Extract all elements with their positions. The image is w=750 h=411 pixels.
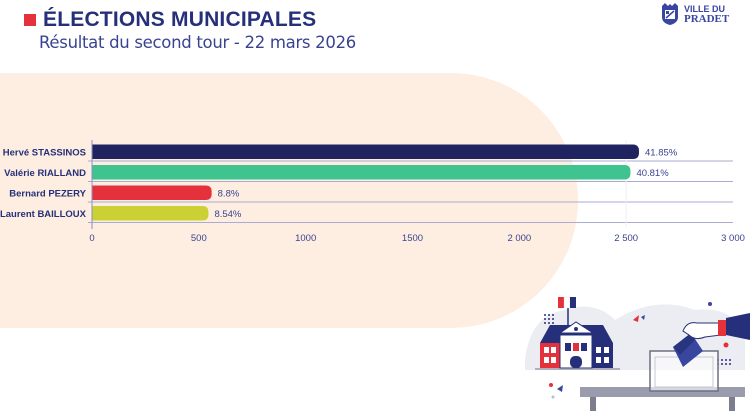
data-label: 40.81%	[636, 168, 669, 179]
bar	[92, 165, 631, 180]
bar	[92, 206, 209, 221]
x-tick-label: 3 000	[721, 233, 745, 244]
bar	[92, 144, 639, 159]
category-label: Bernard PEZERY	[9, 188, 86, 199]
page-title: ÉLECTIONS MUNICIPALES	[43, 8, 317, 31]
x-tick-label: 1000	[295, 233, 316, 244]
logo-line2: PRADET	[684, 13, 730, 25]
x-tick-label: 500	[191, 233, 207, 244]
category-label: Hervé STASSINOS	[3, 147, 86, 158]
data-label: 41.85%	[645, 147, 678, 158]
data-label: 8.54%	[214, 209, 241, 220]
header: ÉLECTIONS MUNICIPALES Résultat du second…	[24, 8, 356, 52]
category-label: Valérie RIALLAND	[4, 168, 86, 179]
x-tick-label: 2 500	[614, 233, 638, 244]
city-crest-icon	[662, 3, 678, 25]
x-tick-label: 2 000	[507, 233, 531, 244]
x-tick-label: 1500	[402, 233, 423, 244]
bar-chart: Hervé STASSINOS Valérie RIALLAND Bernard P…	[0, 140, 745, 244]
background-shape	[0, 73, 578, 328]
logo: VILLE DU PRADET	[660, 2, 729, 26]
title-accent-square-icon	[24, 14, 36, 26]
logo-line1: VILLE DU	[684, 4, 726, 14]
town-hall-ballot-box-illustration	[525, 296, 750, 411]
category-label: Laurent BAILLOUX	[0, 209, 87, 220]
page-subtitle: Résultat du second tour - 22 mars 2026	[39, 33, 356, 52]
x-tick-label: 0	[89, 233, 94, 244]
data-label: 8.8%	[218, 188, 240, 199]
bar	[92, 185, 212, 200]
